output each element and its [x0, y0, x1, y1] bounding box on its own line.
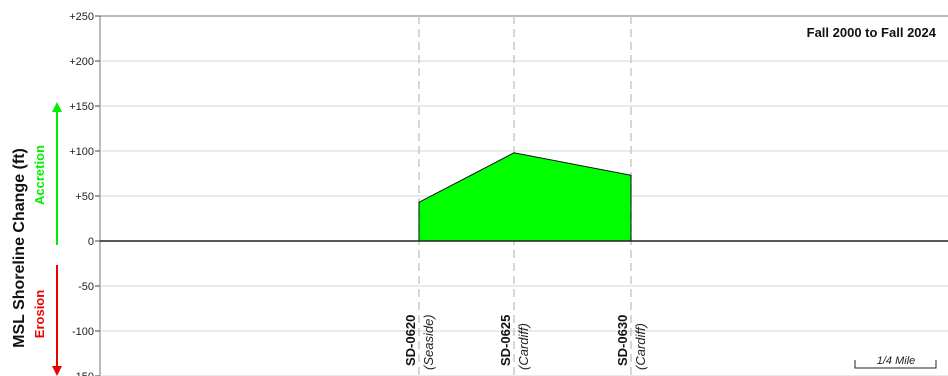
y-axis-title: MSL Shoreline Change (ft) — [11, 148, 28, 348]
accretion-label: Accretion — [32, 145, 47, 205]
y-tick-label: +50 — [75, 191, 94, 203]
scale-bar-label: 1/4 Mile — [877, 355, 916, 367]
y-tick-label: -100 — [72, 326, 94, 338]
chart-title: Fall 2000 to Fall 2024 — [807, 25, 937, 40]
accretion-arrow-head — [52, 102, 62, 112]
scale-bar: 1/4 Mile — [854, 355, 937, 369]
transect-place-label: (Cardiff) — [633, 323, 648, 370]
erosion-label: Erosion — [32, 290, 47, 338]
transect-id-label: SD-0630 — [615, 315, 630, 366]
transect-place-label: (Seaside) — [421, 314, 436, 370]
y-tick-label: +100 — [69, 146, 94, 158]
transect-id-label: SD-0625 — [498, 315, 513, 366]
erosion-arrow-head — [52, 366, 62, 376]
y-tick-label: +250 — [69, 11, 94, 23]
transect-id-label: SD-0620 — [403, 315, 418, 366]
y-tick-label: -50 — [78, 281, 94, 293]
y-tick-label: +200 — [69, 56, 94, 68]
y-tick-label: -150 — [72, 371, 94, 376]
transect-place-label: (Cardiff) — [516, 323, 531, 370]
accretion-area — [418, 152, 632, 242]
y-tick-label: +150 — [69, 101, 94, 113]
scale-bar-line — [854, 360, 937, 369]
plot-frame — [99, 15, 948, 376]
y-tick-label: 0 — [88, 236, 94, 248]
